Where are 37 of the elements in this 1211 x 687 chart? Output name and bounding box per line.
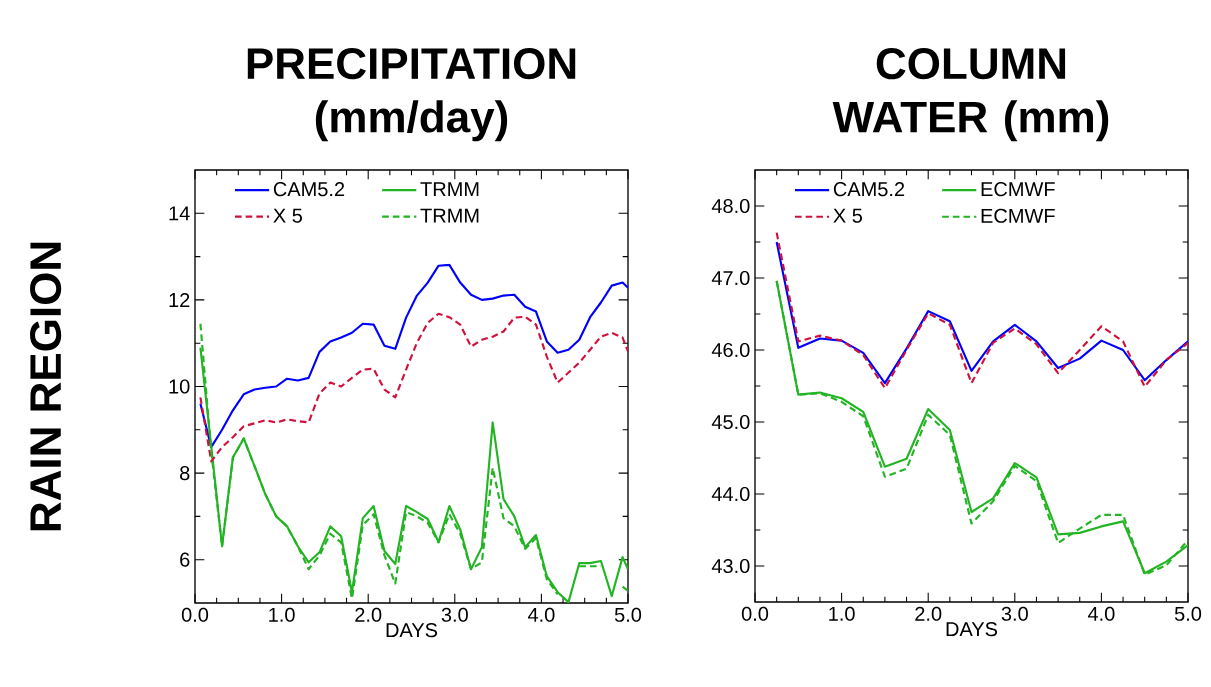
x-axis-title: DAYS: [386, 623, 438, 638]
line-series: [199, 263, 628, 449]
y-tick-label: 46.0: [711, 342, 750, 358]
legend-label: CAM5.2: [833, 182, 905, 197]
x-tick-label: 1.0: [829, 606, 855, 621]
legend-label: TRMM: [420, 182, 479, 196]
y-tick-label: 44.0: [711, 486, 750, 502]
legend-label: TRMM: [420, 208, 479, 223]
x-tick-label: 3.0: [1001, 606, 1028, 621]
x-tick-label: 4.0: [527, 607, 555, 622]
y-tick-label: 8: [180, 466, 190, 481]
x-tick-label: 1.0: [269, 607, 295, 622]
x-axis-title: DAYS: [946, 622, 998, 637]
legend-label: X 5: [273, 208, 303, 223]
legend-label: CAM5.2: [273, 182, 345, 197]
chart-title: PRECIPITATION (mm/day): [247, 48, 576, 142]
x-tick-label: 0.0: [181, 607, 209, 622]
y-tick-label: 45.0: [711, 414, 750, 430]
y-tick-label: 43.0: [711, 558, 750, 574]
x-tick-label: 3.0: [441, 607, 468, 622]
y-tick-label: 47.0: [711, 270, 750, 286]
legend-label: X 5: [833, 208, 863, 223]
x-tick-label: 2.0: [355, 607, 382, 622]
x-tick-label: 0.0: [741, 606, 769, 621]
y-tick-label: 12: [169, 292, 190, 307]
legend-label: ECMWF: [981, 208, 1055, 223]
y-axis-title: RAIN REGION: [30, 242, 62, 531]
legend-label: ECMWF: [981, 182, 1055, 197]
y-tick-label: 6: [180, 552, 190, 567]
x-tick-label: 2.0: [915, 606, 942, 621]
x-tick-label: 5.0: [1174, 606, 1202, 621]
x-tick-label: 5.0: [614, 607, 642, 622]
y-tick-label: 14: [169, 206, 190, 221]
chart-title: COLUMN WATER (mm): [832, 48, 1109, 142]
y-tick-label: 10: [169, 379, 190, 394]
x-tick-label: 4.0: [1087, 606, 1115, 621]
y-tick-label: 48.0: [711, 198, 750, 214]
